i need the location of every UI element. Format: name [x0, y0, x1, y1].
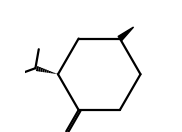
Polygon shape	[118, 27, 134, 41]
